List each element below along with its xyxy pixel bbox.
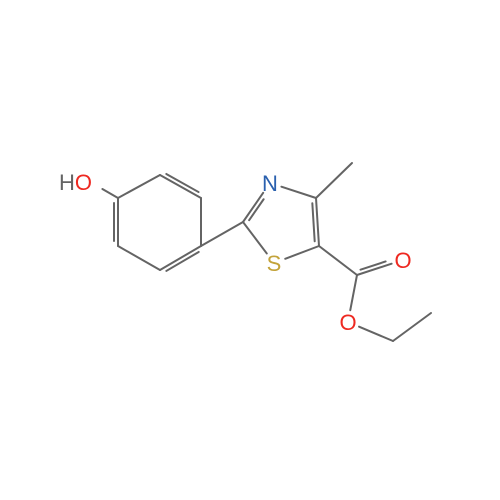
bond-double [166,252,198,271]
atom-label-o: O [394,248,411,273]
bond [319,246,357,275]
bond [243,193,263,222]
bond [243,222,267,253]
bond [102,189,118,198]
bond [281,187,316,198]
bond [160,175,201,198]
bond [393,313,431,341]
bond [118,175,160,198]
bond [359,327,393,341]
bond [285,246,319,259]
bond [316,163,352,198]
atom-label-o: O [339,310,356,335]
bond-double [361,261,386,269]
bond [316,198,319,246]
atom-label-s: S [267,251,282,276]
atom-label-ho: HO [59,170,92,195]
bond [118,246,160,270]
bond-double [312,203,314,241]
bond-double [166,174,198,192]
bond [160,246,201,270]
atom-label-n: N [262,171,278,196]
bond [201,222,243,246]
bond [350,275,357,310]
